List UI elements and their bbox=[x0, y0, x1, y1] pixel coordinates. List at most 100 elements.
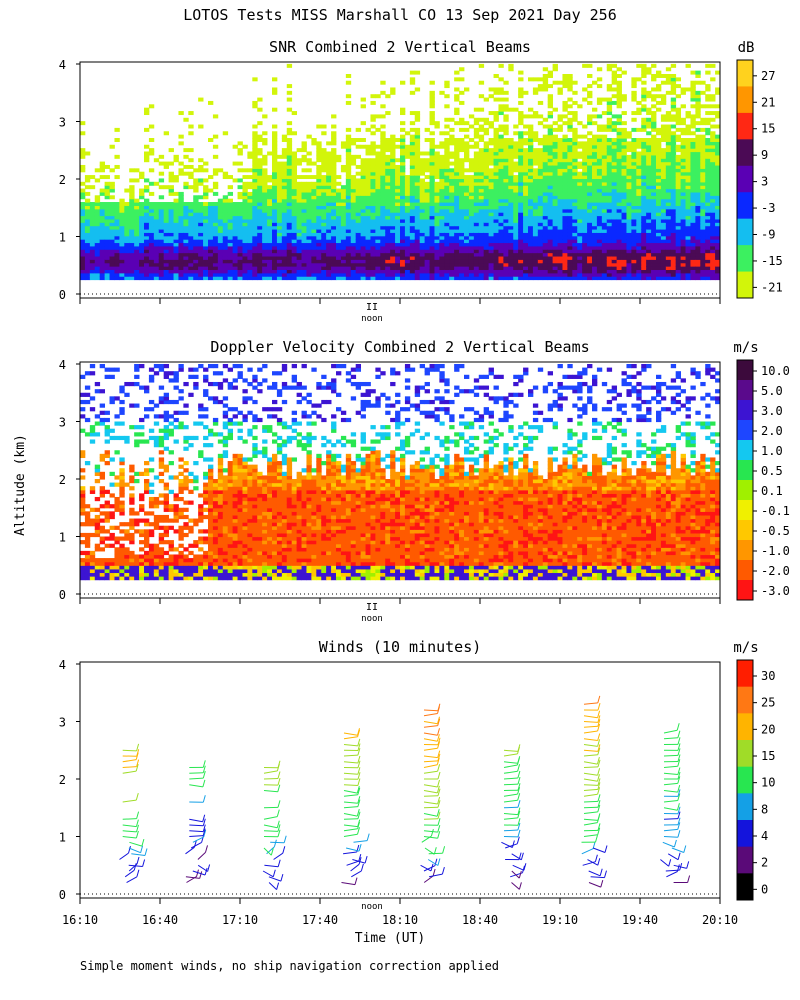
snr-cell bbox=[419, 262, 426, 267]
snr-cell bbox=[400, 222, 406, 227]
snr-cell bbox=[301, 195, 307, 200]
snr-cell bbox=[582, 242, 588, 247]
snr-cell bbox=[124, 259, 130, 264]
snr-cell bbox=[286, 215, 293, 220]
snr-cell bbox=[380, 228, 386, 233]
snr-cell bbox=[286, 121, 293, 126]
snr-cell bbox=[665, 171, 672, 176]
snr-cell bbox=[375, 205, 381, 210]
snr-cell bbox=[104, 188, 110, 193]
snr-cell bbox=[291, 262, 298, 267]
snr-cell bbox=[532, 259, 539, 264]
snr-cell bbox=[94, 235, 101, 240]
snr-cell bbox=[498, 90, 504, 95]
snr-cell bbox=[483, 131, 490, 136]
snr-cell bbox=[321, 208, 327, 213]
snr-cell bbox=[468, 191, 475, 196]
snr-cell bbox=[665, 188, 672, 193]
snr-cell bbox=[429, 185, 435, 190]
snr-cell bbox=[626, 245, 632, 250]
snr-cell bbox=[316, 154, 322, 159]
snr-cell bbox=[360, 272, 366, 277]
snr-cell bbox=[493, 158, 499, 163]
snr-cell bbox=[144, 198, 150, 203]
snr-cell bbox=[528, 239, 534, 244]
snr-cell bbox=[262, 276, 268, 281]
snr-cell bbox=[355, 164, 362, 169]
snr-cell bbox=[493, 141, 499, 146]
snr-cell bbox=[532, 218, 539, 223]
snr-cell bbox=[306, 272, 312, 277]
snr-cell bbox=[670, 148, 677, 153]
snr-cell bbox=[208, 259, 214, 264]
snr-cell bbox=[158, 195, 165, 200]
snr-cell bbox=[621, 161, 627, 166]
snr-cell bbox=[547, 232, 554, 237]
snr-cell bbox=[144, 228, 150, 233]
snr-cell bbox=[257, 225, 263, 230]
snr-cell bbox=[587, 168, 593, 173]
snr-cell bbox=[321, 185, 327, 190]
snr-cell bbox=[414, 111, 421, 116]
snr-cell bbox=[646, 124, 652, 129]
snr-cell bbox=[242, 245, 248, 250]
snr-cell bbox=[665, 252, 672, 257]
snr-cell bbox=[660, 158, 667, 163]
snr-cell bbox=[473, 272, 480, 277]
snr-cell bbox=[148, 245, 155, 250]
snr-cell bbox=[464, 262, 470, 267]
snr-cell bbox=[582, 255, 588, 260]
snr-cell bbox=[104, 245, 110, 250]
snr-cell bbox=[375, 249, 381, 254]
snr-cell bbox=[370, 161, 376, 166]
snr-cell bbox=[84, 228, 91, 233]
snr-cell bbox=[153, 232, 160, 237]
snr-cell bbox=[606, 178, 613, 183]
snr-cell bbox=[596, 242, 603, 247]
snr-cell bbox=[449, 195, 455, 200]
snr-cell bbox=[449, 218, 455, 223]
snr-cell bbox=[439, 249, 445, 254]
snr-cell bbox=[488, 245, 494, 250]
snr-cell bbox=[528, 151, 534, 156]
snr-cell bbox=[444, 191, 450, 196]
snr-cell bbox=[89, 239, 96, 244]
snr-cell bbox=[321, 266, 327, 271]
snr-cell bbox=[454, 191, 460, 196]
snr-cell bbox=[483, 127, 490, 132]
snr-cell bbox=[139, 202, 145, 206]
snr-cell bbox=[429, 195, 435, 200]
snr-cell bbox=[665, 74, 672, 78]
snr-cell bbox=[518, 252, 524, 257]
snr-cell bbox=[227, 269, 234, 274]
snr-cell bbox=[148, 269, 155, 274]
snr-cell bbox=[513, 144, 519, 149]
snr-cell bbox=[444, 208, 450, 213]
snr-cell bbox=[483, 228, 490, 233]
snr-cell bbox=[626, 131, 632, 136]
snr-cell bbox=[316, 185, 322, 190]
snr-cell bbox=[212, 134, 219, 139]
snr-cell bbox=[262, 215, 268, 220]
snr-cell bbox=[459, 262, 465, 267]
snr-cell bbox=[434, 245, 440, 250]
snr-cell bbox=[528, 255, 534, 260]
snr-cell bbox=[621, 198, 627, 203]
snr-cell bbox=[592, 144, 598, 149]
snr-cell bbox=[188, 148, 194, 153]
snr-cell bbox=[272, 245, 278, 250]
snr-cell bbox=[129, 242, 135, 247]
snr-cell bbox=[424, 205, 430, 210]
snr-cell bbox=[134, 168, 140, 173]
snr-cell bbox=[409, 77, 416, 82]
snr-cell bbox=[528, 124, 534, 129]
snr-cell bbox=[301, 141, 307, 146]
snr-cell bbox=[306, 245, 312, 250]
snr-cell bbox=[562, 84, 568, 89]
snr-cell bbox=[483, 208, 490, 213]
snr-cell bbox=[208, 202, 214, 206]
snr-cell bbox=[306, 205, 312, 210]
snr-cell bbox=[508, 168, 514, 173]
snr-cell bbox=[267, 175, 273, 180]
